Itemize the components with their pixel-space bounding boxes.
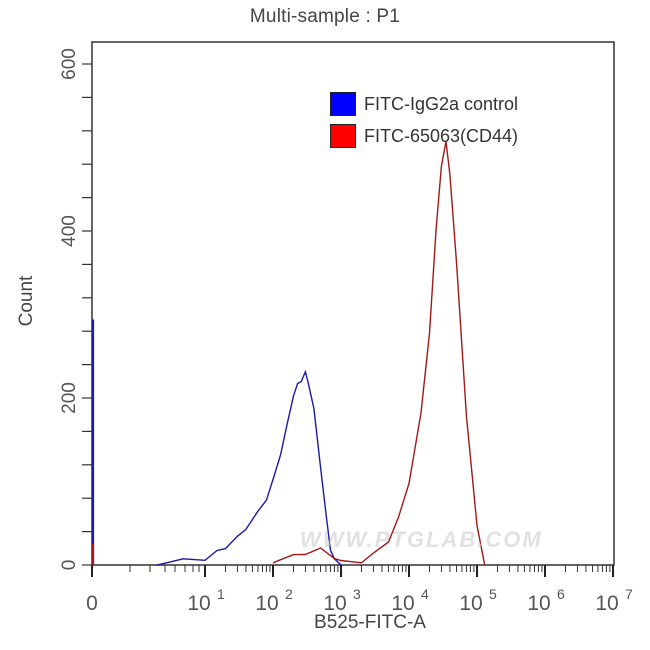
chart-title: Multi-sample : P1 (249, 6, 401, 27)
svg-text:10: 10 (323, 592, 346, 615)
x-axis-ticks: 0 10 1 10 2 10 3 10 4 10 5 10 6 10 7 (86, 565, 633, 615)
legend-swatch-blue (330, 92, 356, 116)
svg-text:10: 10 (595, 592, 618, 615)
legend-item-cd44: FITC-65063(CD44) (330, 120, 518, 152)
x-axis-label: B525-FITC-A (314, 612, 426, 633)
svg-text:2: 2 (285, 586, 293, 602)
svg-text:6: 6 (557, 586, 565, 602)
svg-text:3: 3 (353, 586, 361, 602)
y-axis-label: Count (16, 275, 37, 327)
legend-label-control: FITC-IgG2a control (364, 93, 519, 114)
svg-text:1: 1 (217, 586, 225, 602)
svg-text:10: 10 (187, 592, 210, 615)
legend-item-control: FITC-IgG2a control (330, 88, 518, 120)
svg-text:4: 4 (421, 586, 429, 602)
histogram-series (91, 141, 486, 566)
y-axis-ticks: 0 200 400 600 (59, 48, 92, 570)
svg-text:0: 0 (86, 592, 98, 615)
svg-text:10: 10 (527, 592, 550, 615)
svg-text:10: 10 (255, 592, 278, 615)
svg-text:10: 10 (459, 592, 482, 615)
svg-text:200: 200 (59, 382, 80, 414)
watermark: WWW.PTGLAB.COM (300, 527, 543, 552)
svg-text:400: 400 (59, 215, 80, 247)
svg-text:5: 5 (489, 586, 497, 602)
svg-text:7: 7 (625, 586, 633, 602)
svg-text:600: 600 (59, 48, 80, 80)
svg-text:0: 0 (59, 560, 80, 571)
legend: FITC-IgG2a control FITC-65063(CD44) (330, 88, 518, 152)
svg-text:10: 10 (391, 592, 414, 615)
legend-label-cd44: FITC-65063(CD44) (364, 125, 519, 146)
legend-swatch-red (330, 124, 356, 148)
